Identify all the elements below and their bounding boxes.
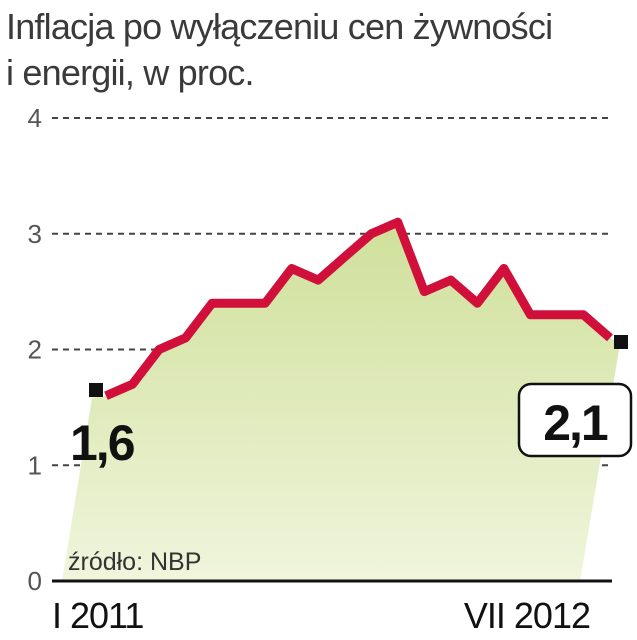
source-note: źródło: NBP — [68, 548, 201, 576]
chart-title-line-1: Inflacja po wyłączeniu cen żywności — [6, 6, 553, 47]
y-tick-label: 4 — [28, 103, 42, 133]
x-label-end: VII 2012 — [464, 595, 590, 636]
chart-title-line-2: i energii, w proc. — [6, 52, 255, 93]
y-tick-label: 1 — [28, 450, 42, 480]
y-tick-label: 2 — [28, 335, 42, 365]
y-axis-ticks: 0 1 2 3 4 — [28, 103, 42, 596]
start-marker — [89, 383, 103, 397]
inflation-series-line — [104, 217, 613, 400]
series-points — [105, 222, 611, 396]
x-label-start: I 2011 — [52, 595, 143, 636]
end-value-label: 2,1 — [543, 395, 608, 451]
start-value-label: 1,6 — [70, 415, 134, 471]
area-fill — [62, 222, 620, 581]
y-tick-label: 3 — [28, 219, 42, 249]
end-value-box — [517, 382, 633, 458]
y-tick-label: 0 — [28, 566, 42, 596]
end-marker — [614, 335, 628, 349]
chart-title: Inflacja po wyłączeniu cen żywności i en… — [6, 4, 631, 96]
